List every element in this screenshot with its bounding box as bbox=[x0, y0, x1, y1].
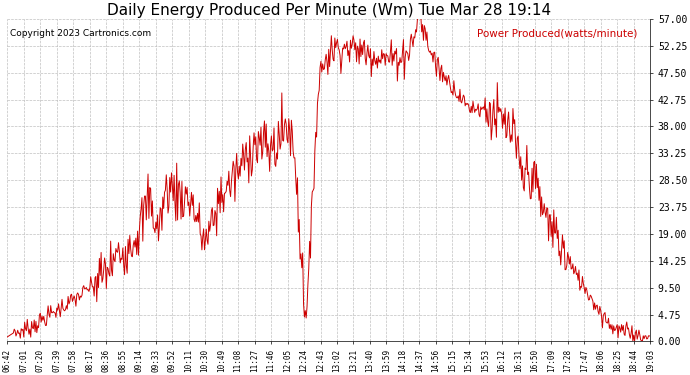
Text: Copyright 2023 Cartronics.com: Copyright 2023 Cartronics.com bbox=[10, 28, 152, 38]
Text: Power Produced(watts/minute): Power Produced(watts/minute) bbox=[477, 28, 638, 39]
Title: Daily Energy Produced Per Minute (Wm) Tue Mar 28 19:14: Daily Energy Produced Per Minute (Wm) Tu… bbox=[107, 3, 551, 18]
